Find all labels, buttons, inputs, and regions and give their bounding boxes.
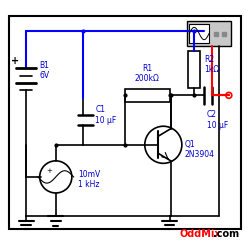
Text: R1
200kΩ: R1 200kΩ: [135, 64, 160, 83]
Text: OddMix: OddMix: [180, 229, 221, 239]
Text: R2
1kΩ: R2 1kΩ: [204, 55, 219, 74]
Text: +: +: [11, 56, 19, 66]
Text: +: +: [47, 168, 52, 174]
Bar: [125, 89, 170, 102]
Text: .com: .com: [213, 229, 239, 239]
Text: Q1
2N3904: Q1 2N3904: [184, 140, 214, 160]
Text: B1
6V: B1 6V: [40, 61, 50, 80]
Bar: [187, 21, 231, 46]
Text: C2
10 μF: C2 10 μF: [206, 110, 228, 130]
Bar: [9, 16, 241, 229]
Text: 10mV
1 kHz: 10mV 1 kHz: [78, 170, 100, 189]
Text: C1
10 μF: C1 10 μF: [95, 106, 116, 125]
Circle shape: [226, 92, 232, 98]
Bar: [188, 51, 200, 88]
Bar: [189, 24, 209, 44]
